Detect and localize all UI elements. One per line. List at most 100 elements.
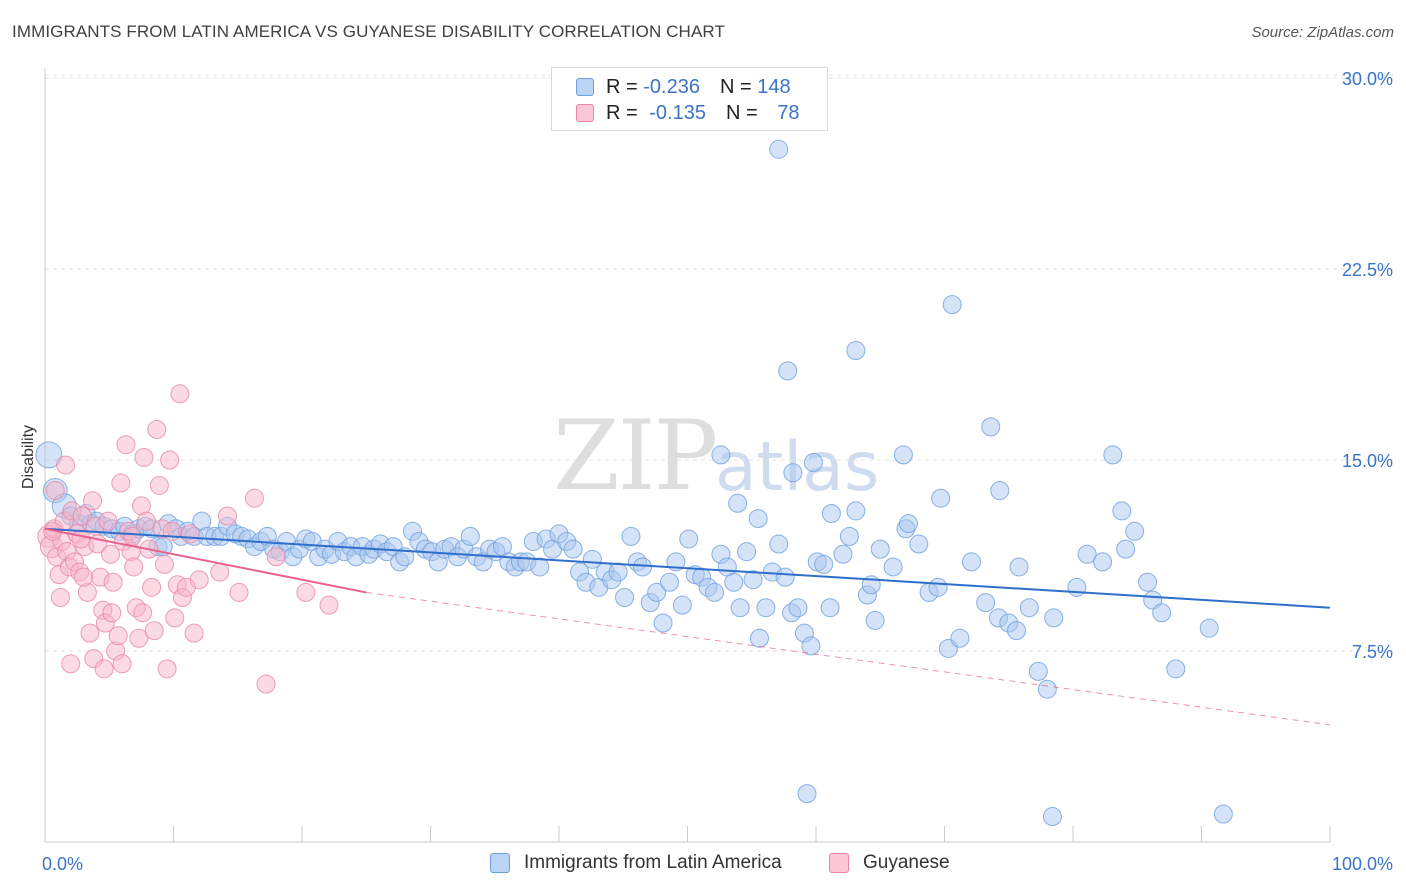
- latin-america-point: [976, 593, 996, 613]
- guyanese-point: [266, 547, 286, 567]
- latin-america-point: [981, 417, 1001, 437]
- guyanese-point: [101, 544, 121, 564]
- latin-america-point: [1006, 621, 1026, 641]
- latin-america-point: [839, 526, 859, 546]
- r-label: R =: [606, 75, 644, 98]
- guyanese-point: [137, 511, 157, 531]
- latin-america-point: [633, 557, 653, 577]
- latin-america-point: [870, 539, 890, 559]
- y-tick-label: 7.5%: [1352, 642, 1393, 662]
- axes: [44, 68, 1331, 843]
- latin-america-point: [769, 534, 789, 554]
- guyanese-point: [210, 562, 230, 582]
- guyanese-point: [124, 557, 144, 577]
- latin-america-point: [728, 493, 748, 513]
- guyanese-point: [71, 529, 91, 549]
- latin-america-trendline: [44, 527, 1331, 609]
- chart-title: IMMIGRANTS FROM LATIN AMERICA VS GUYANES…: [12, 22, 725, 41]
- blue-swatch: [576, 78, 594, 96]
- guyanese-point: [112, 654, 132, 674]
- pink-swatch: [829, 853, 849, 873]
- guyanese-point: [103, 572, 123, 592]
- latin-america-point: [865, 610, 885, 630]
- latin-america-point: [615, 588, 635, 608]
- guyanese-point: [134, 447, 154, 467]
- guyanese-point: [155, 554, 175, 574]
- latin-america-point: [961, 552, 981, 572]
- latin-america-point: [1199, 618, 1219, 638]
- latin-america-point: [608, 562, 628, 582]
- blue-swatch: [490, 853, 510, 873]
- latin-america-point: [931, 488, 951, 508]
- r-label: R =: [606, 101, 644, 124]
- latin-america-point: [1138, 572, 1158, 592]
- guyanese-point: [217, 506, 237, 526]
- latin-america-point: [724, 572, 744, 592]
- latin-america-point: [775, 567, 795, 587]
- guyanese-point: [189, 570, 209, 590]
- r-value: -0.236: [643, 75, 700, 98]
- y-tick-label: 30.0%: [1342, 69, 1393, 89]
- latin-america-point: [1093, 552, 1113, 572]
- legend-item-latin-america[interactable]: Immigrants from Latin America: [490, 852, 782, 874]
- latin-america-point: [756, 598, 776, 618]
- guyanese-point: [133, 603, 153, 623]
- latin-america-point: [395, 547, 415, 567]
- guyanese-point: [129, 628, 149, 648]
- latin-america-point: [788, 598, 808, 618]
- latin-america-point: [748, 509, 768, 529]
- latin-america-point: [1009, 557, 1029, 577]
- latin-america-point: [1213, 804, 1233, 824]
- guyanese-point: [50, 588, 70, 608]
- latin-america-point: [1042, 807, 1062, 827]
- latin-america-point: [950, 628, 970, 648]
- latin-america-point: [704, 582, 724, 602]
- n-label: N =: [725, 101, 764, 124]
- latin-america-point: [783, 463, 803, 483]
- guyanese-point: [296, 582, 316, 602]
- guyanese-point: [61, 654, 81, 674]
- latin-america-point: [883, 557, 903, 577]
- latin-america-point: [820, 598, 840, 618]
- latin-america-point: [1067, 577, 1087, 597]
- legend-row-guyanese: R = -0.135 N = 78: [576, 101, 799, 125]
- guyanese-trendline-extension: [366, 591, 1331, 726]
- n-value: 78: [777, 101, 800, 124]
- guyanese-trendline: [44, 527, 367, 594]
- guyanese-point: [170, 384, 190, 404]
- watermark-zip: ZIP: [553, 400, 718, 512]
- guyanese-point: [111, 473, 131, 493]
- latin-america-point: [35, 441, 63, 469]
- guyanese-point: [116, 435, 136, 455]
- latin-america-point: [1044, 608, 1064, 628]
- guyanese-point: [102, 603, 122, 623]
- latin-america-point: [1028, 661, 1048, 681]
- latin-america-point: [672, 595, 692, 615]
- latin-america-point: [769, 139, 789, 159]
- latin-america-point: [582, 549, 602, 569]
- correlation-legend: R = -0.236 N = 148 R = -0.135 N = 78: [551, 67, 828, 131]
- x-tick-label: 0.0%: [42, 854, 83, 874]
- latin-america-point: [1103, 445, 1123, 465]
- guyanese-point: [244, 488, 264, 508]
- x-tick-label: 100.0%: [1332, 854, 1393, 874]
- latin-america-point: [846, 501, 866, 521]
- latin-america-point: [737, 542, 757, 562]
- guyanese-point: [229, 582, 249, 602]
- data-points: [35, 139, 1233, 827]
- guyanese-point: [142, 577, 162, 597]
- latin-america-point: [711, 445, 731, 465]
- latin-america-point: [846, 340, 866, 360]
- latin-america-point: [743, 570, 763, 590]
- guyanese-point: [144, 621, 164, 641]
- guyanese-point: [74, 567, 94, 587]
- latin-america-point: [660, 572, 680, 592]
- latin-america-point: [778, 361, 798, 381]
- legend-item-guyanese[interactable]: Guyanese: [829, 852, 950, 874]
- latin-america-point: [1125, 521, 1145, 541]
- latin-america-point: [1116, 539, 1136, 559]
- latin-america-point: [647, 582, 667, 602]
- latin-america-point: [679, 529, 699, 549]
- latin-america-point: [1037, 679, 1057, 699]
